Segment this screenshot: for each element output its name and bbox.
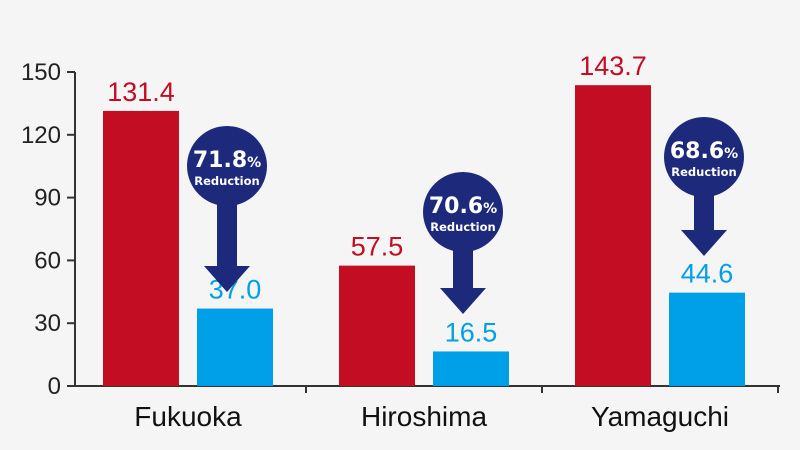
down-arrow-icon: [681, 191, 727, 256]
bar-before: [103, 110, 179, 386]
y-tick-label: 150: [21, 59, 61, 86]
data-label: 57.5: [351, 232, 404, 262]
reduction-text: Reduction: [671, 165, 736, 179]
badge-circle: [664, 117, 744, 197]
y-tick-label: 30: [34, 310, 61, 337]
down-arrow-icon: [440, 246, 486, 314]
bar-after: [197, 308, 273, 386]
bar-after: [669, 292, 745, 386]
reduction-badges: 71.8%Reduction70.6%Reduction68.6%Reducti…: [187, 117, 744, 314]
y-tick-label: 60: [34, 247, 61, 274]
reduction-value: 68.6: [670, 139, 724, 164]
reduction-percent: 70.6%: [429, 194, 497, 219]
reduction-text: Reduction: [194, 174, 259, 188]
reduction-unit: %: [724, 146, 738, 162]
bar-before: [339, 265, 415, 386]
reduction-unit: %: [247, 155, 261, 171]
data-label: 44.6: [681, 259, 734, 289]
data-label: 131.4: [107, 77, 175, 107]
reduction-text: Reduction: [430, 220, 495, 234]
x-category-label: Yamaguchi: [591, 401, 729, 432]
reduction-badge: 68.6%Reduction: [664, 117, 744, 256]
reduction-percent: 71.8%: [193, 148, 261, 173]
y-tick-label: 90: [34, 185, 61, 212]
y-tick-label: 120: [21, 122, 61, 149]
x-category-label: Hiroshima: [361, 401, 487, 432]
reduction-value: 71.8: [193, 148, 247, 173]
reduction-value: 70.6: [429, 194, 483, 219]
y-tick-label: 0: [48, 373, 61, 400]
axes: 0 30 60 90 120 150 Fukuoka Hiroshima Yamaguchi: [21, 59, 780, 432]
reduction-badge: 70.6%Reduction: [423, 172, 503, 314]
badge-circle: [423, 172, 503, 252]
reduction-badge: 71.8%Reduction: [187, 126, 267, 292]
badge-circle: [187, 126, 267, 206]
reduction-percent: 68.6%: [670, 139, 738, 164]
reduction-unit: %: [483, 201, 497, 217]
bar-after: [433, 351, 509, 386]
bar-before: [575, 85, 651, 387]
down-arrow-icon: [204, 200, 250, 292]
data-label: 143.7: [579, 51, 647, 81]
x-category-label: Fukuoka: [134, 401, 242, 432]
data-label: 16.5: [445, 317, 498, 347]
